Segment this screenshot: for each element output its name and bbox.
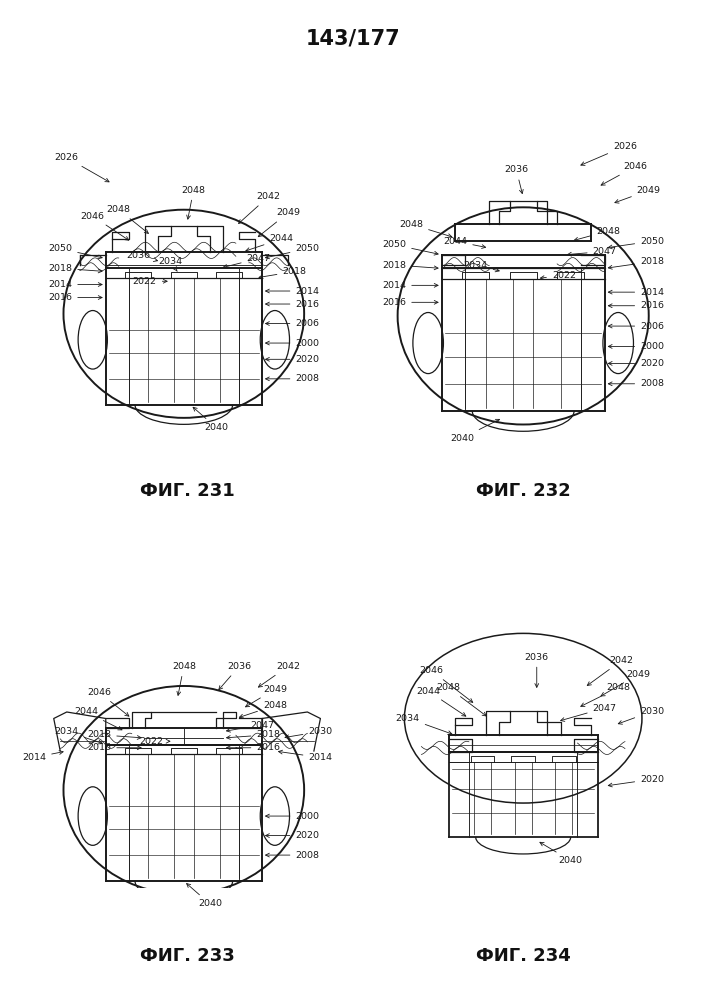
Text: 2034: 2034 <box>159 257 183 271</box>
Text: 2048: 2048 <box>107 205 148 233</box>
Text: 2020: 2020 <box>266 831 320 840</box>
Text: 2016: 2016 <box>608 301 664 310</box>
Text: 2018: 2018 <box>87 730 141 739</box>
Text: 2048: 2048 <box>436 683 486 716</box>
Text: 2018: 2018 <box>226 730 281 739</box>
Text: 2034: 2034 <box>54 727 103 744</box>
Text: 2040: 2040 <box>187 884 222 908</box>
Text: 2049: 2049 <box>258 208 300 237</box>
Text: 2046: 2046 <box>419 666 473 702</box>
Text: 2006: 2006 <box>266 319 320 328</box>
Text: 2046: 2046 <box>87 688 129 716</box>
Text: 2036: 2036 <box>127 251 158 262</box>
Text: 2000: 2000 <box>266 812 320 821</box>
Text: ФИГ. 234: ФИГ. 234 <box>476 947 571 965</box>
Text: 2040: 2040 <box>193 407 228 432</box>
Text: 2020: 2020 <box>608 359 664 368</box>
Text: 2008: 2008 <box>608 379 664 388</box>
Text: 2048: 2048 <box>182 186 206 219</box>
Text: 2026: 2026 <box>581 142 637 165</box>
Text: 2046: 2046 <box>601 162 647 185</box>
Text: 2006: 2006 <box>608 322 664 331</box>
Text: 2014: 2014 <box>382 281 438 290</box>
Text: 2026: 2026 <box>54 153 109 182</box>
Text: 2022: 2022 <box>139 737 170 746</box>
Text: 2047: 2047 <box>561 704 617 721</box>
Text: 2014: 2014 <box>279 750 332 762</box>
Text: 2049: 2049 <box>601 670 650 696</box>
Text: 2048: 2048 <box>580 683 630 706</box>
Text: 2042: 2042 <box>258 662 300 687</box>
Text: 2016: 2016 <box>382 298 438 307</box>
Text: 2042: 2042 <box>588 656 633 685</box>
Text: 2036: 2036 <box>504 165 528 194</box>
Text: 2048: 2048 <box>399 220 452 237</box>
Text: 2040: 2040 <box>540 842 583 865</box>
Text: 2040: 2040 <box>450 419 500 443</box>
Text: 2048: 2048 <box>240 701 287 718</box>
Text: 2034: 2034 <box>396 714 452 734</box>
Text: 2022: 2022 <box>540 271 576 280</box>
Text: 2034: 2034 <box>464 260 499 272</box>
Text: 2014: 2014 <box>48 280 102 289</box>
Text: 2048: 2048 <box>172 662 196 695</box>
Text: 2018: 2018 <box>48 264 102 273</box>
Text: 2050: 2050 <box>608 237 664 249</box>
Text: ФИГ. 233: ФИГ. 233 <box>140 947 235 965</box>
Text: 2050: 2050 <box>382 240 438 255</box>
Text: 2020: 2020 <box>608 775 664 787</box>
Text: 2022: 2022 <box>133 277 167 286</box>
Text: 2050: 2050 <box>266 244 320 259</box>
Text: 2018: 2018 <box>608 257 664 269</box>
Text: 2014: 2014 <box>22 751 63 762</box>
Text: 2020: 2020 <box>266 355 320 364</box>
Text: 2044: 2044 <box>443 237 486 248</box>
Text: 2047: 2047 <box>226 720 274 732</box>
Text: 2048: 2048 <box>574 227 620 241</box>
Text: 2036: 2036 <box>218 662 251 690</box>
Text: 2016: 2016 <box>87 743 141 752</box>
Text: 2008: 2008 <box>266 851 320 860</box>
Text: 2044: 2044 <box>246 234 293 251</box>
Text: 2049: 2049 <box>615 186 661 203</box>
Text: 2000: 2000 <box>608 342 664 351</box>
Text: 2018: 2018 <box>382 260 438 270</box>
Text: 2047: 2047 <box>223 254 271 268</box>
Text: ФИГ. 232: ФИГ. 232 <box>476 482 571 500</box>
Text: 2014: 2014 <box>608 288 664 297</box>
Text: 2036: 2036 <box>525 653 549 687</box>
Text: 2050: 2050 <box>48 244 102 259</box>
Text: 2044: 2044 <box>416 687 466 716</box>
Text: 2030: 2030 <box>619 707 664 724</box>
Text: 2014: 2014 <box>266 287 320 296</box>
Text: 2016: 2016 <box>226 743 281 752</box>
Text: 143/177: 143/177 <box>306 28 401 48</box>
Text: 2016: 2016 <box>266 300 320 309</box>
Text: ФИГ. 231: ФИГ. 231 <box>140 482 235 500</box>
Text: 2016: 2016 <box>48 293 102 302</box>
Text: 2018: 2018 <box>259 267 306 279</box>
Text: 2030: 2030 <box>285 727 332 739</box>
Text: 2047: 2047 <box>568 247 617 256</box>
Text: 2044: 2044 <box>74 707 122 730</box>
Text: 2042: 2042 <box>239 192 281 223</box>
Text: 2008: 2008 <box>266 374 320 383</box>
Text: 2000: 2000 <box>266 339 320 348</box>
Text: 2049: 2049 <box>245 685 287 707</box>
Text: 2046: 2046 <box>81 212 129 240</box>
